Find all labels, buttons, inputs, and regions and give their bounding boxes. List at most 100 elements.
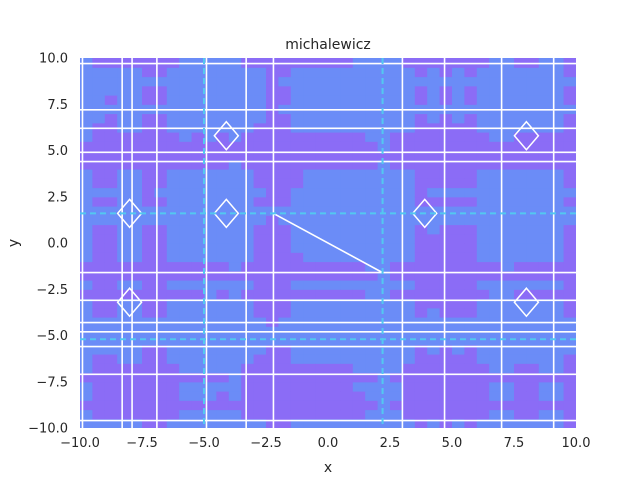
contour-diamond bbox=[213, 120, 240, 151]
heatmap-cell bbox=[228, 159, 242, 170]
heatmap-cell bbox=[290, 206, 304, 216]
heatmap-cell bbox=[402, 280, 416, 290]
x-tick-label: 10.0 bbox=[562, 436, 591, 451]
heatmap-cell bbox=[92, 354, 106, 364]
heatmap-cell bbox=[204, 335, 217, 346]
heatmap-cell bbox=[328, 187, 341, 198]
heatmap-cell bbox=[204, 298, 217, 309]
heatmap-cell bbox=[538, 372, 552, 383]
heatmap-cell bbox=[464, 307, 478, 318]
heatmap-cell bbox=[377, 187, 391, 198]
heatmap-cell bbox=[390, 224, 403, 235]
heatmap-cell bbox=[427, 289, 441, 300]
heatmap-cell bbox=[290, 298, 304, 309]
heatmap-cell bbox=[129, 344, 143, 355]
heatmap-cell bbox=[204, 132, 217, 142]
heatmap-cell bbox=[303, 178, 317, 189]
heatmap-cell bbox=[166, 298, 180, 309]
heatmap-cell bbox=[166, 150, 180, 161]
heatmap-cell bbox=[464, 159, 478, 170]
heatmap-cell bbox=[476, 169, 490, 179]
heatmap-cell bbox=[266, 196, 279, 207]
heatmap-cell bbox=[526, 76, 540, 87]
heatmap-cell bbox=[489, 159, 503, 170]
heatmap-cell bbox=[476, 178, 490, 189]
heatmap-cell bbox=[538, 187, 552, 198]
heatmap-cell bbox=[290, 381, 304, 392]
heatmap-cell bbox=[228, 85, 242, 96]
heatmap-cell bbox=[104, 159, 118, 170]
heatmap-cell bbox=[427, 233, 441, 244]
heatmap-cell bbox=[278, 363, 292, 374]
heatmap-cell bbox=[104, 280, 118, 290]
heatmap-cell bbox=[390, 354, 403, 364]
heatmap-cell bbox=[315, 150, 329, 161]
heatmap-cell bbox=[452, 363, 465, 374]
heatmap-cell bbox=[104, 391, 118, 401]
heatmap-cell bbox=[117, 270, 131, 281]
y-tick-label: 10.0 bbox=[39, 52, 68, 67]
heatmap-cell bbox=[129, 85, 143, 96]
heatmap-cell bbox=[464, 344, 478, 355]
heatmap-cell bbox=[266, 150, 279, 161]
heatmap-cell bbox=[315, 215, 329, 226]
heatmap-cell bbox=[204, 344, 217, 355]
heatmap-cell bbox=[216, 150, 230, 161]
heatmap-cell bbox=[241, 150, 255, 161]
heatmap-cell bbox=[526, 344, 540, 355]
contour-diamond bbox=[513, 287, 540, 318]
heatmap-cell bbox=[179, 372, 193, 383]
x-tick-label: 7.5 bbox=[504, 436, 525, 451]
heatmap-cell bbox=[352, 409, 366, 420]
heatmap-cell bbox=[427, 270, 441, 281]
heatmap-cell bbox=[402, 233, 416, 244]
heatmap-cell bbox=[315, 76, 329, 87]
heatmap-cell bbox=[290, 400, 304, 411]
heatmap-cell bbox=[563, 150, 576, 161]
heatmap-cell bbox=[278, 187, 292, 198]
heatmap-cell bbox=[402, 289, 416, 300]
heatmap-cell bbox=[563, 95, 576, 105]
heatmap-cell bbox=[563, 178, 576, 189]
heatmap-cell bbox=[117, 233, 131, 244]
heatmap-cell bbox=[278, 196, 292, 207]
heatmap-cell bbox=[501, 372, 515, 383]
heatmap-cell bbox=[80, 418, 93, 428]
heatmap-cell bbox=[501, 335, 515, 346]
heatmap-cell bbox=[514, 243, 527, 253]
heatmap-cell bbox=[142, 363, 155, 374]
heatmap-cell bbox=[563, 354, 576, 364]
heatmap-cell bbox=[340, 215, 354, 226]
heatmap-cell bbox=[377, 233, 391, 244]
heatmap-cell bbox=[154, 215, 168, 226]
heatmap-cell bbox=[328, 243, 341, 253]
heatmap-cell bbox=[464, 141, 478, 152]
heatmap-cell bbox=[514, 169, 527, 179]
heatmap-cell bbox=[216, 132, 230, 142]
heatmap-cell bbox=[439, 307, 453, 318]
heatmap-cell bbox=[303, 187, 317, 198]
heatmap-cell bbox=[464, 187, 478, 198]
heatmap-cell bbox=[266, 354, 279, 364]
heatmap-cell bbox=[179, 178, 193, 189]
heatmap-cell bbox=[427, 141, 441, 152]
heatmap-cell bbox=[563, 67, 576, 78]
heatmap-cell bbox=[154, 169, 168, 179]
heatmap-cell bbox=[290, 261, 304, 272]
heatmap-cell bbox=[278, 169, 292, 179]
heatmap-cell bbox=[216, 85, 230, 96]
heatmap-cell bbox=[290, 391, 304, 401]
heatmap-cell bbox=[464, 76, 478, 87]
heatmap-cell bbox=[501, 400, 515, 411]
heatmap-cell bbox=[278, 95, 292, 105]
heatmap-cell bbox=[241, 187, 255, 198]
heatmap-cell bbox=[154, 85, 168, 96]
heatmap-cell bbox=[303, 261, 317, 272]
heatmap-cell bbox=[439, 335, 453, 346]
heatmap-cell bbox=[166, 381, 180, 392]
heatmap-cell bbox=[414, 196, 428, 207]
heatmap-cell bbox=[501, 363, 515, 374]
heatmap-cell bbox=[253, 289, 267, 300]
heatmap-cell bbox=[352, 85, 366, 96]
heatmap-cell bbox=[204, 289, 217, 300]
